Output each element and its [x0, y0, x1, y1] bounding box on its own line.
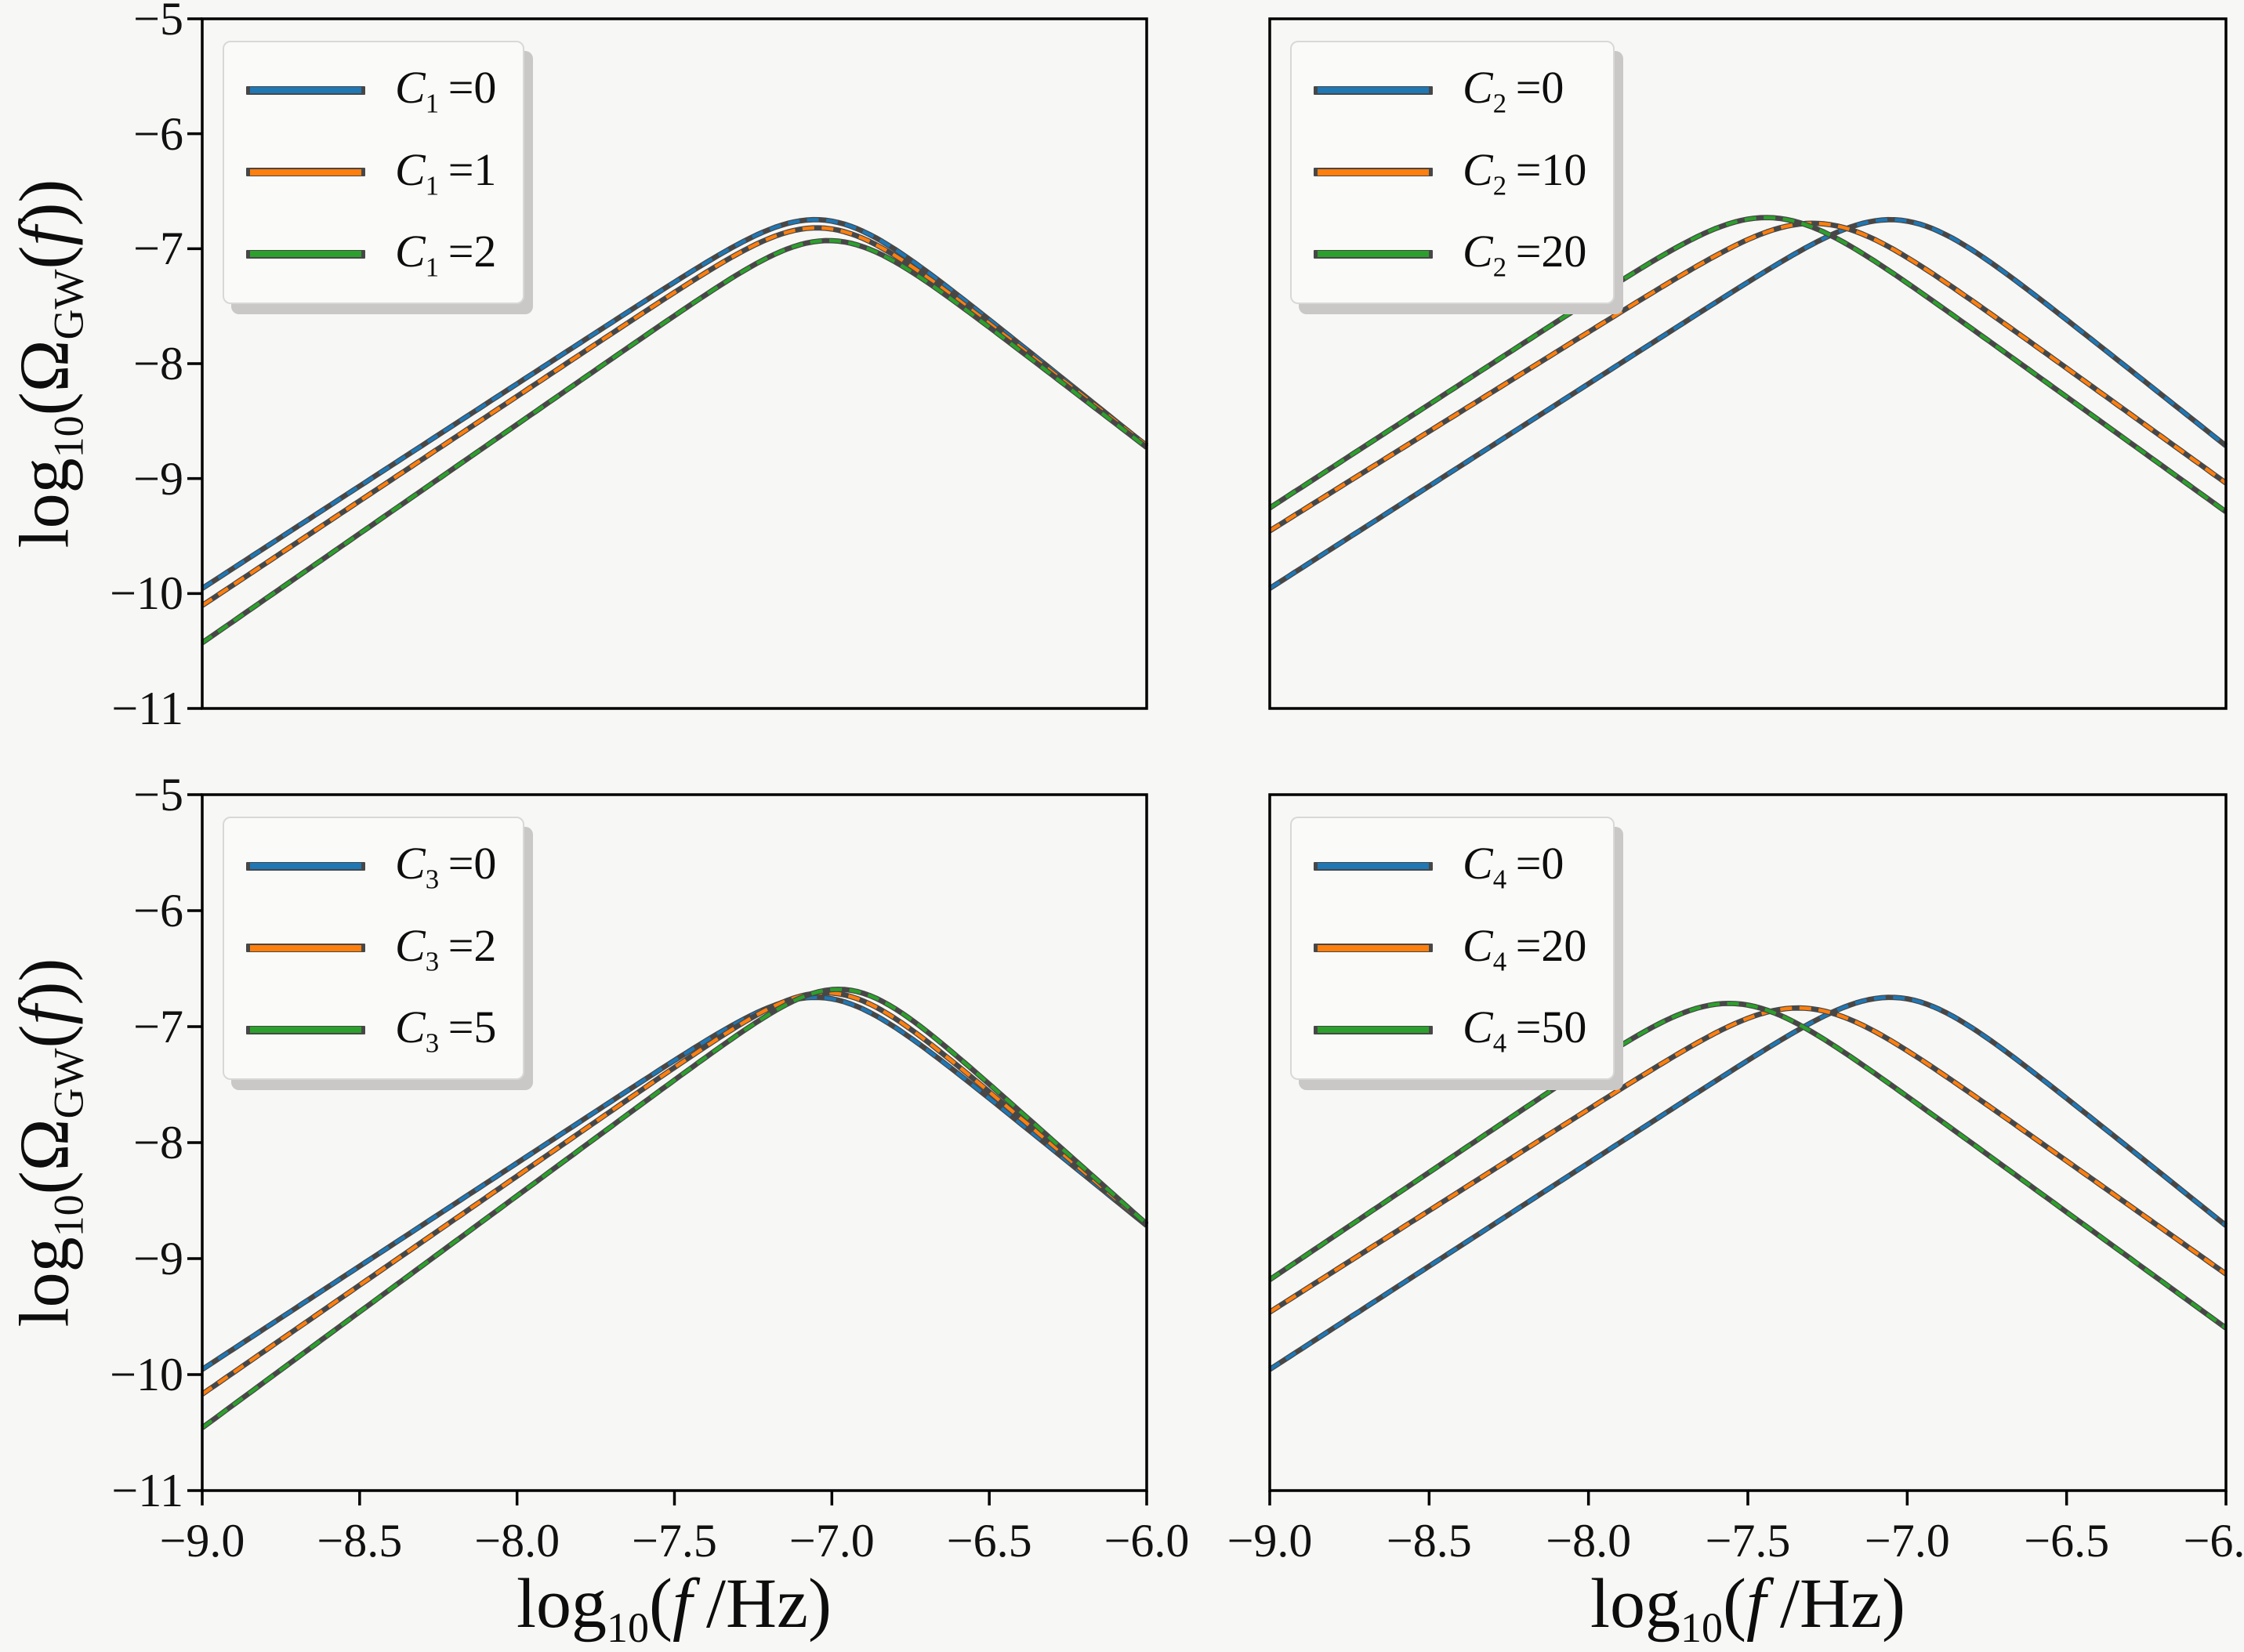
legend-line-color	[1318, 944, 1429, 951]
legend-entry: C1 =2	[246, 225, 496, 284]
legend-bottom-left: C3 =0 C3 =2 C3 =5	[223, 817, 525, 1080]
legend-bottom-right: C4 =0 C4 =20 C4 =50	[1290, 817, 1615, 1080]
x-tick-label: −6.0	[2183, 1515, 2244, 1567]
curve-C4=50	[1268, 1002, 2228, 1330]
curve-C4=20	[1268, 1006, 2228, 1314]
curve-C3=0	[201, 995, 1148, 1371]
legend-label: C1 =0	[395, 62, 497, 119]
legend-line-sample	[1314, 249, 1433, 259]
y-tick-label: −7	[133, 223, 183, 275]
y-tick-label: −6	[133, 107, 183, 160]
legend-line-color	[250, 168, 361, 176]
legend-label: C3 =5	[395, 1002, 497, 1059]
legend-line-color	[1318, 863, 1429, 870]
legend-entry: C1 =1	[246, 143, 496, 202]
x-tick-label: −6.0	[1104, 1515, 1190, 1567]
curve-C2=0	[1268, 218, 2228, 590]
legend-top-left: C1 =0 C1 =1 C1 =2	[223, 41, 525, 304]
legend-label: C2 =20	[1463, 226, 1587, 283]
y-tick-label: −10	[110, 567, 183, 620]
y-tick-label: −5	[133, 0, 183, 45]
y-tick-label: −8	[133, 1117, 183, 1168]
curve-C1=1	[201, 226, 1148, 607]
legend-line-sample	[1314, 85, 1433, 95]
y-tick-label: −10	[110, 1349, 183, 1400]
legend-entry: C3 =5	[246, 1001, 496, 1060]
panel-spines-top-right	[1268, 17, 2228, 710]
x-tick-label: −7.5	[1705, 1515, 1791, 1567]
curve-C4=0	[1268, 995, 2228, 1371]
legend-entry: C4 =20	[1314, 919, 1586, 978]
legend-line-sample	[246, 1025, 365, 1034]
x-tick-label: −8.5	[1386, 1515, 1472, 1567]
curve-C2=20	[1268, 216, 2228, 513]
legend-label: C4 =0	[1463, 838, 1564, 895]
legend-entry: C1 =0	[246, 61, 496, 120]
legend-line-color	[250, 944, 361, 951]
legend-line-sample	[246, 944, 365, 953]
y-tick-label: −9	[133, 452, 183, 505]
legend-line-sample	[246, 861, 365, 871]
legend-line-color	[250, 1027, 361, 1034]
legend-line-sample	[1314, 944, 1433, 953]
legend-label: C2 =10	[1463, 143, 1587, 201]
curve-C3=5	[201, 987, 1148, 1429]
curve-C2=10	[1268, 221, 2228, 533]
legend-entry: C2 =10	[1314, 143, 1586, 202]
legend-entry: C4 =50	[1314, 1001, 1586, 1060]
legend-entry: C3 =0	[246, 837, 496, 896]
x-tick-label: −8.5	[317, 1515, 403, 1567]
curve-underlay-C1=2	[201, 237, 1149, 646]
legend-line-color	[250, 87, 361, 94]
x-tick-label: −7.0	[1864, 1515, 1950, 1567]
y-tick-label: −11	[111, 683, 183, 734]
legend-line-color	[1318, 87, 1429, 94]
legend-label: C3 =2	[395, 919, 497, 977]
curve-underlay-C3=2	[201, 990, 1149, 1397]
legend-entry: C2 =20	[1314, 225, 1586, 284]
legend-entry: C4 =0	[1314, 837, 1586, 896]
x-tick-label: −9.0	[159, 1515, 245, 1567]
y-tick-label: −7	[133, 1001, 183, 1052]
legend-entry: C2 =0	[1314, 61, 1586, 120]
x-tick-label: −8.0	[1546, 1515, 1632, 1567]
y-tick-label: −8	[133, 338, 183, 389]
x-tick-label: −7.0	[788, 1515, 875, 1567]
x-tick-label: −6.5	[946, 1515, 1032, 1567]
x-axis-label-left: log10(f /Hz)	[517, 1565, 832, 1651]
legend-label: C3 =0	[395, 838, 497, 895]
legend-line-sample	[1314, 1025, 1433, 1034]
curve-C1=0	[201, 218, 1148, 590]
y-tick-label: −5	[133, 769, 183, 821]
legend-line-sample	[246, 85, 365, 95]
x-tick-label: −7.5	[632, 1515, 717, 1567]
y-tick-label: −9	[133, 1233, 183, 1284]
legend-line-color	[1318, 251, 1429, 258]
legend-line-color	[1318, 168, 1429, 176]
legend-label: C1 =2	[395, 226, 497, 283]
legend-label: C2 =0	[1463, 62, 1564, 119]
y-axis-label-bottom: log10(ΩGW(f))	[5, 958, 92, 1328]
legend-label: C4 =20	[1463, 919, 1587, 977]
legend-label: C1 =1	[395, 143, 497, 201]
legend-entry: C3 =2	[246, 919, 496, 978]
legend-top-right: C2 =0 C2 =10 C2 =20	[1290, 41, 1615, 304]
legend-line-sample	[1314, 861, 1433, 871]
legend-line-sample	[246, 168, 365, 177]
x-tick-label: −6.5	[2024, 1515, 2110, 1567]
x-axis-label-right: log10(f /Hz)	[1590, 1565, 1905, 1651]
legend-line-sample	[246, 249, 365, 259]
legend-line-color	[250, 863, 361, 870]
x-tick-label: −9.0	[1227, 1515, 1313, 1567]
legend-line-color	[1318, 1027, 1429, 1034]
y-tick-label: −6	[133, 885, 183, 936]
legend-line-sample	[1314, 168, 1433, 177]
y-tick-label: −11	[111, 1465, 183, 1516]
x-tick-label: −8.0	[474, 1515, 560, 1567]
legend-label: C4 =50	[1463, 1002, 1587, 1059]
y-axis-label-top: log10(ΩGW(f))	[5, 179, 92, 549]
legend-line-color	[250, 251, 361, 258]
